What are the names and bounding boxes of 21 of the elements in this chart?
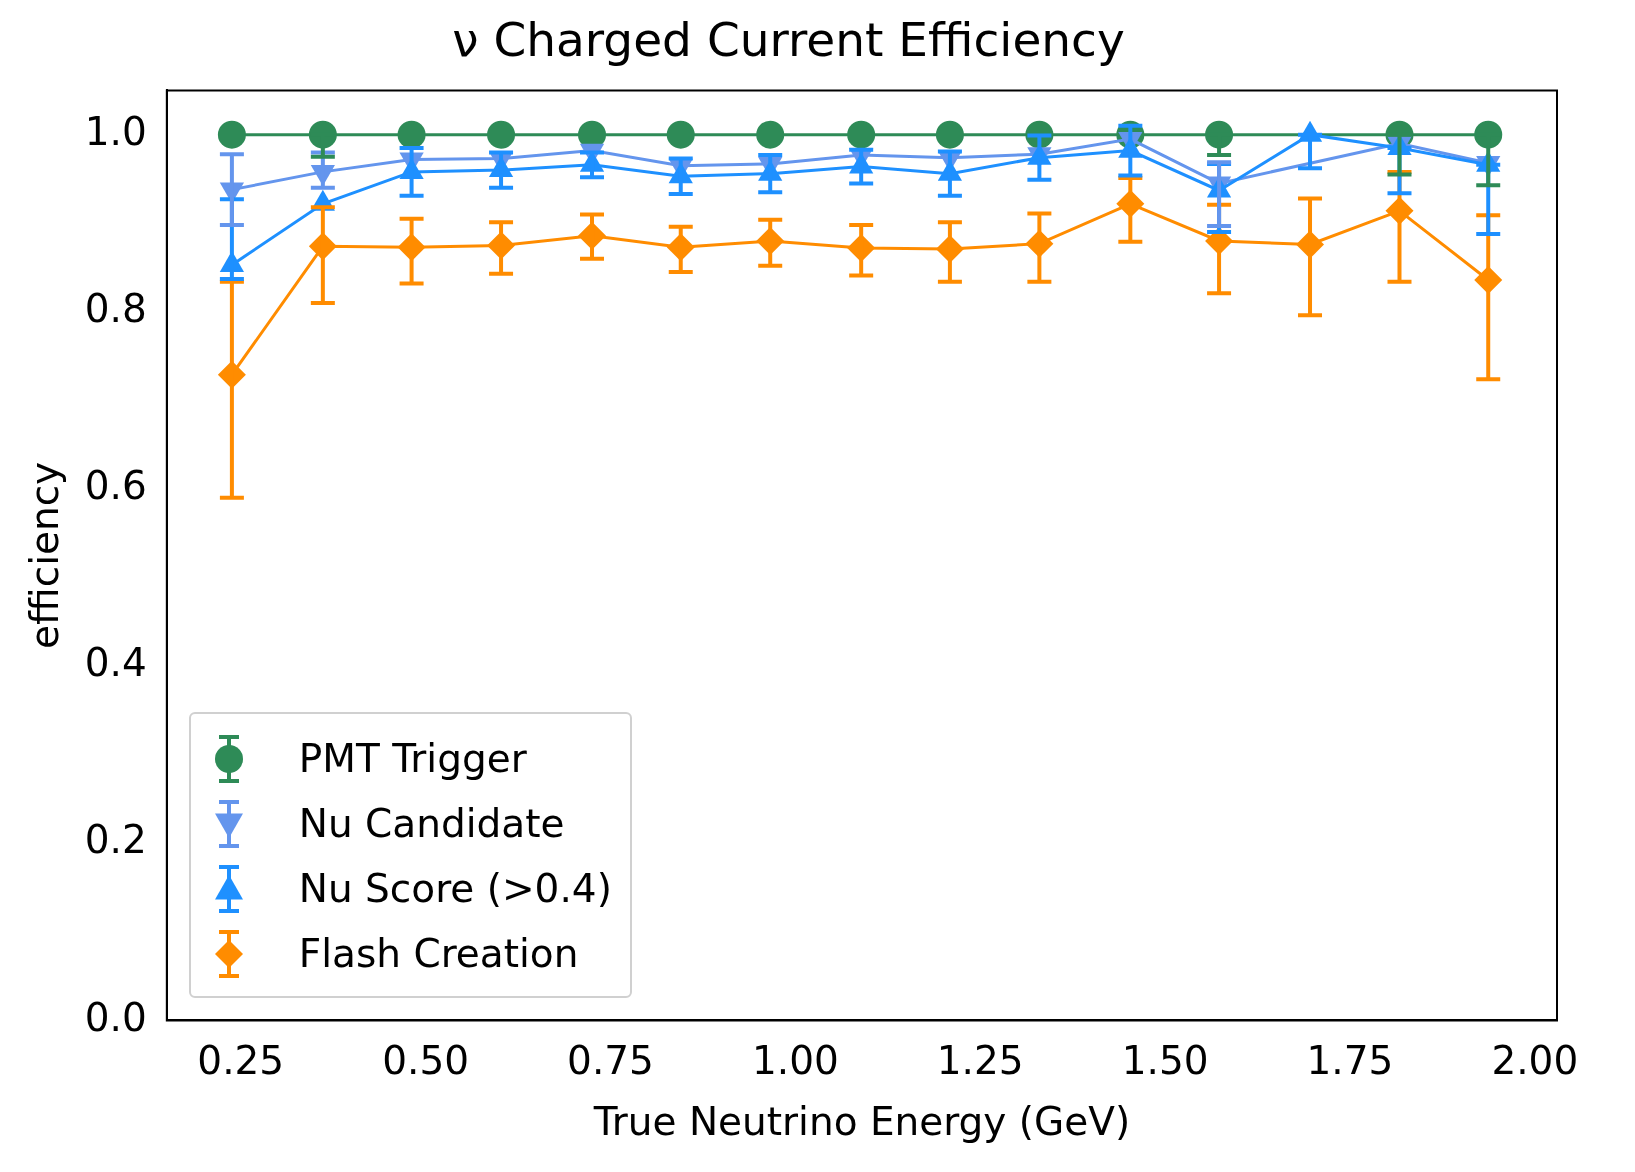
x-tick-label: 0.25 xyxy=(197,1037,285,1083)
legend-label: Nu Candidate xyxy=(298,801,565,847)
legend-label: PMT Trigger xyxy=(298,736,527,782)
y-tick-label: 0.2 xyxy=(84,817,147,863)
x-tick-label: 1.50 xyxy=(1121,1037,1209,1083)
y-axis-title: efficiency xyxy=(21,461,67,650)
y-tick-label: 0.8 xyxy=(84,285,147,331)
x-tick-label: 1.25 xyxy=(936,1037,1024,1083)
y-tick-label: 1.0 xyxy=(84,108,147,154)
legend-label: Nu Score (>0.4) xyxy=(298,866,612,912)
legend-label: Flash Creation xyxy=(298,931,579,977)
y-tick-label: 0.6 xyxy=(84,463,147,509)
x-tick-label: 0.75 xyxy=(567,1037,654,1083)
chart-title: ν Charged Current Efficiency xyxy=(452,12,1125,68)
x-tick-label: 1.75 xyxy=(1306,1037,1394,1083)
y-tick-label: 0.4 xyxy=(84,640,147,686)
x-tick-label: 0.50 xyxy=(382,1037,470,1083)
x-tick-label: 2.00 xyxy=(1491,1037,1579,1083)
x-axis-title: True Neutrino Energy (GeV) xyxy=(592,1098,1131,1144)
x-tick-label: 1.00 xyxy=(751,1037,839,1083)
y-tick-label: 0.0 xyxy=(84,994,147,1040)
